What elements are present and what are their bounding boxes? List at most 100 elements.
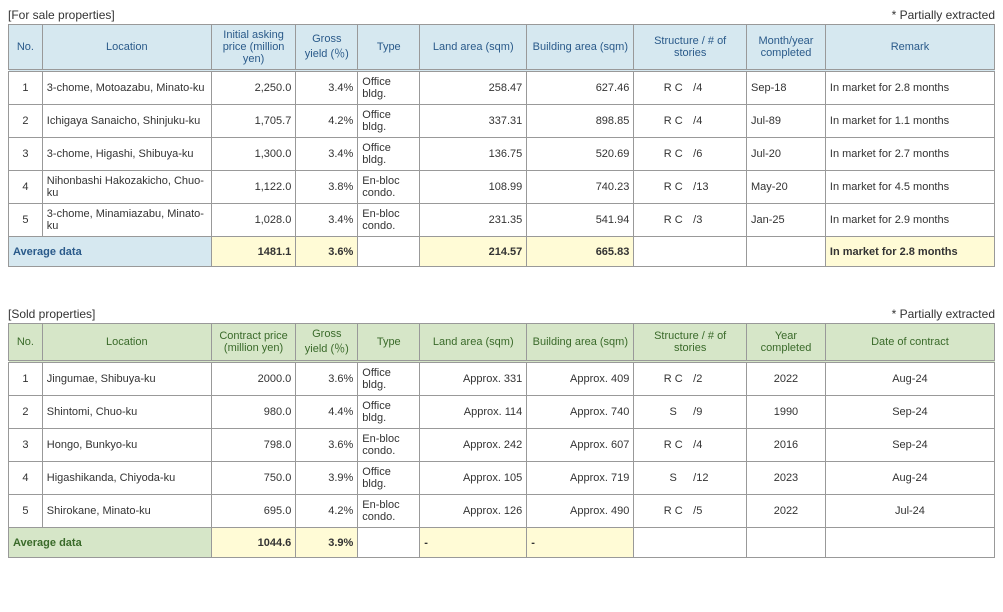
cell-type: En-bloc condo. (358, 429, 420, 462)
avg-struct (634, 528, 747, 558)
col-bldg: Building area (sqm) (527, 25, 634, 71)
table-row: 4Nihonbashi Hakozakicho, Chuo-ku1,122.03… (9, 171, 995, 204)
avg-type (358, 237, 420, 267)
cell-price: 2,250.0 (211, 71, 296, 105)
cell-price: 798.0 (211, 429, 296, 462)
cell-struct: R C/13 (634, 171, 747, 204)
table-row: 53-chome, Minamiazabu, Minato-ku1,028.03… (9, 204, 995, 237)
cell-location: Jingumae, Shibuya-ku (42, 362, 211, 396)
cell-no: 2 (9, 396, 43, 429)
cell-yield: 3.4% (296, 204, 358, 237)
cell-type: Office bldg. (358, 105, 420, 138)
cell-yield: 3.9% (296, 462, 358, 495)
cell-location: Higashikanda, Chiyoda-ku (42, 462, 211, 495)
table-row: 33-chome, Higashi, Shibuya-ku1,300.03.4%… (9, 138, 995, 171)
col-remark: Date of contract (825, 324, 994, 362)
cell-date: Jul-20 (747, 138, 826, 171)
cell-bldg: Approx. 607 (527, 429, 634, 462)
cell-bldg: 627.46 (527, 71, 634, 105)
col-remark: Remark (825, 25, 994, 71)
cell-type: En-bloc condo. (358, 495, 420, 528)
cell-date: 1990 (747, 396, 826, 429)
header-row: No. Location Contract price (million yen… (9, 324, 995, 362)
cell-no: 3 (9, 429, 43, 462)
cell-land: Approx. 105 (420, 462, 527, 495)
cell-yield: 3.4% (296, 71, 358, 105)
avg-bldg: - (527, 528, 634, 558)
cell-price: 1,122.0 (211, 171, 296, 204)
header-row: No. Location Initial asking price (milli… (9, 25, 995, 71)
col-type: Type (358, 25, 420, 71)
table-row: 4Higashikanda, Chiyoda-ku750.03.9%Office… (9, 462, 995, 495)
cell-no: 1 (9, 71, 43, 105)
cell-land: Approx. 242 (420, 429, 527, 462)
avg-type (358, 528, 420, 558)
cell-yield: 4.2% (296, 495, 358, 528)
col-yield: Gross yield (％) (296, 25, 358, 71)
cell-land: 337.31 (420, 105, 527, 138)
cell-price: 1,300.0 (211, 138, 296, 171)
cell-struct: R C/4 (634, 105, 747, 138)
cell-remark: Aug-24 (825, 362, 994, 396)
avg-land: - (420, 528, 527, 558)
col-yield: Gross yield (％) (296, 324, 358, 362)
avg-land: 214.57 (420, 237, 527, 267)
cell-struct: R C/4 (634, 71, 747, 105)
avg-remark: In market for 2.8 months (825, 237, 994, 267)
col-date: Month/year completed (747, 25, 826, 71)
section-title: [Sold properties] (8, 307, 95, 321)
cell-remark: Sep-24 (825, 396, 994, 429)
cell-price: 750.0 (211, 462, 296, 495)
avg-bldg: 665.83 (527, 237, 634, 267)
sold-table: No. Location Contract price (million yen… (8, 323, 995, 558)
col-land: Land area (sqm) (420, 324, 527, 362)
col-struct: Structure / # of stories (634, 25, 747, 71)
average-row: Average data 1481.1 3.6% 214.57 665.83 I… (9, 237, 995, 267)
col-land: Land area (sqm) (420, 25, 527, 71)
cell-location: 3-chome, Higashi, Shibuya-ku (42, 138, 211, 171)
avg-struct (634, 237, 747, 267)
cell-type: Office bldg. (358, 71, 420, 105)
cell-yield: 3.6% (296, 429, 358, 462)
table-row: 3Hongo, Bunkyo-ku798.03.6%En-bloc condo.… (9, 429, 995, 462)
cell-struct: R C/5 (634, 495, 747, 528)
cell-type: Office bldg. (358, 462, 420, 495)
cell-struct: R C/2 (634, 362, 747, 396)
cell-type: En-bloc condo. (358, 204, 420, 237)
cell-struct: R C/4 (634, 429, 747, 462)
cell-remark: In market for 2.7 months (825, 138, 994, 171)
cell-bldg: 541.94 (527, 204, 634, 237)
cell-yield: 4.4% (296, 396, 358, 429)
section-note: * Partially extracted (892, 307, 995, 321)
col-no: No. (9, 25, 43, 71)
cell-remark: In market for 4.5 months (825, 171, 994, 204)
cell-no: 2 (9, 105, 43, 138)
cell-remark: In market for 2.8 months (825, 71, 994, 105)
cell-bldg: Approx. 490 (527, 495, 634, 528)
cell-date: Jul-89 (747, 105, 826, 138)
col-location: Location (42, 25, 211, 71)
cell-date: May-20 (747, 171, 826, 204)
cell-remark: Aug-24 (825, 462, 994, 495)
section-note: * Partially extracted (892, 8, 995, 22)
col-price: Contract price (million yen) (211, 324, 296, 362)
cell-land: Approx. 126 (420, 495, 527, 528)
avg-yield: 3.6% (296, 237, 358, 267)
cell-land: 231.35 (420, 204, 527, 237)
avg-yield: 3.9% (296, 528, 358, 558)
cell-remark: In market for 2.9 months (825, 204, 994, 237)
col-price: Initial asking price (million yen) (211, 25, 296, 71)
cell-no: 5 (9, 495, 43, 528)
cell-date: 2023 (747, 462, 826, 495)
col-location: Location (42, 324, 211, 362)
cell-location: Shirokane, Minato-ku (42, 495, 211, 528)
cell-land: 258.47 (420, 71, 527, 105)
cell-land: 136.75 (420, 138, 527, 171)
avg-date (747, 237, 826, 267)
cell-no: 1 (9, 362, 43, 396)
col-type: Type (358, 324, 420, 362)
avg-price: 1481.1 (211, 237, 296, 267)
cell-location: Hongo, Bunkyo-ku (42, 429, 211, 462)
cell-no: 4 (9, 462, 43, 495)
avg-label: Average data (9, 528, 212, 558)
